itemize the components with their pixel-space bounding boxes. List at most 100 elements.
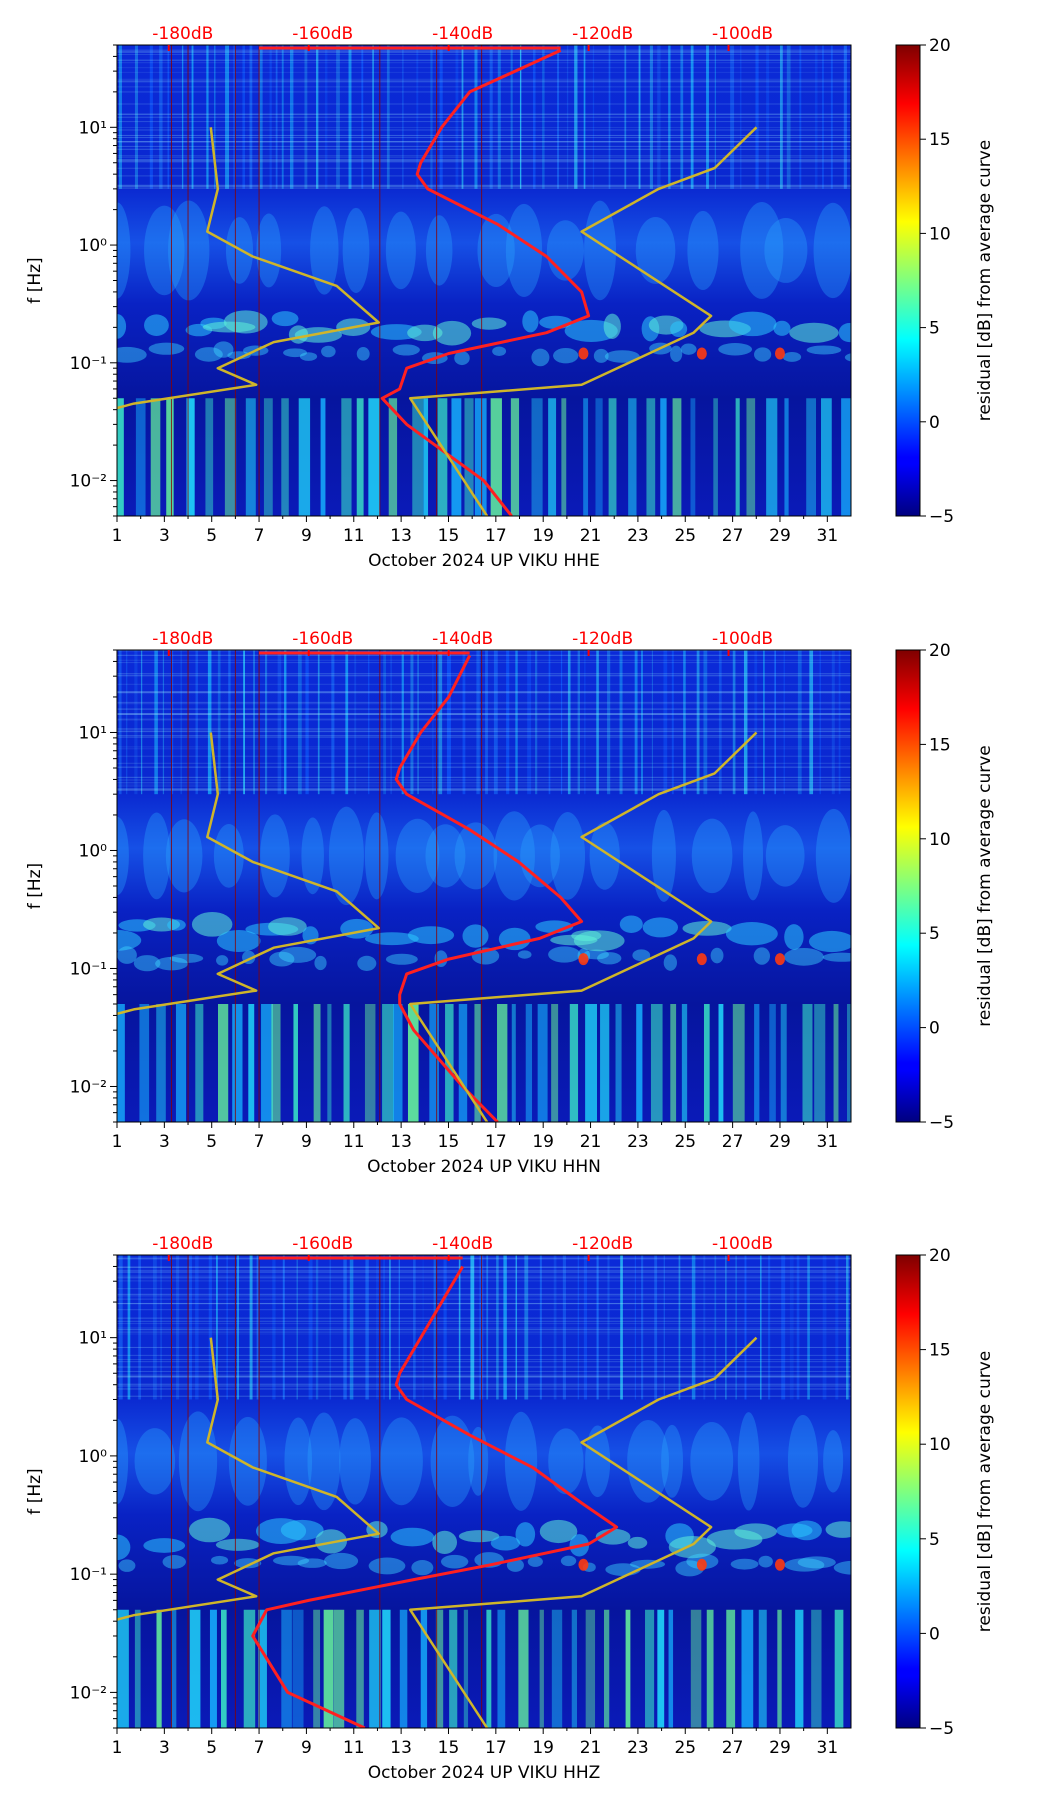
swoosh <box>395 818 440 893</box>
top-tick-label: -160dB <box>292 629 353 649</box>
microseism-patch <box>357 955 377 971</box>
colorbar-tick-label: 0 <box>929 1019 940 1039</box>
hf-line <box>117 1395 851 1397</box>
hf-streak <box>304 45 308 189</box>
lf-bar <box>134 1609 141 1728</box>
microseism-patch <box>324 1552 359 1570</box>
hf-streak <box>159 45 163 189</box>
lf-bar <box>356 1609 364 1728</box>
hf-line <box>117 748 851 750</box>
lf-bar <box>713 398 718 516</box>
x-tick-label: 27 <box>722 526 744 546</box>
x-tick-label: 5 <box>206 1738 217 1758</box>
hf-streak <box>510 45 513 189</box>
lf-bar <box>171 1609 177 1728</box>
hf-streak <box>696 650 700 795</box>
hot-spot <box>578 347 589 360</box>
microseism-patch <box>725 922 778 946</box>
lf-bar <box>189 1609 201 1728</box>
hf-streak <box>253 650 255 795</box>
x-axis-label: October 2024 UP VIKU HHZ <box>368 1763 601 1783</box>
hf-streak <box>489 45 493 189</box>
lf-bar <box>474 398 487 516</box>
hf-line <box>117 1298 851 1300</box>
hf-line <box>117 1288 851 1290</box>
swoosh <box>425 824 466 888</box>
hf-streak <box>401 650 404 795</box>
microseism-patch <box>808 930 851 953</box>
lf-bar <box>449 1609 458 1728</box>
hf-streak <box>134 650 138 795</box>
hf-streak <box>641 650 643 795</box>
hf-streak <box>134 45 138 189</box>
x-tick-label: 19 <box>532 526 554 546</box>
lf-bar <box>780 1004 787 1122</box>
lf-bar <box>281 1609 292 1728</box>
hf-line <box>117 52 851 54</box>
microseism-patch <box>118 1559 136 1572</box>
hf-line <box>117 54 851 56</box>
lf-bar <box>703 1004 710 1122</box>
lf-bar <box>650 1004 663 1122</box>
hf-streak <box>846 1255 849 1400</box>
lf-bar <box>292 1609 304 1728</box>
lf-bar <box>195 1004 204 1122</box>
hf-streak <box>657 45 661 189</box>
microseism-patch <box>458 1530 500 1543</box>
lf-bar <box>224 398 237 516</box>
microseism-patch <box>223 310 268 334</box>
hf-streak <box>430 45 433 189</box>
colorbar-label: residual [dB] from average curve <box>975 1351 995 1632</box>
hf-streak <box>226 1255 228 1400</box>
hf-streak <box>539 1255 542 1400</box>
hf-line <box>117 766 851 768</box>
hf-line <box>117 1271 851 1273</box>
microseism-patch <box>734 1523 777 1540</box>
swoosh <box>589 822 620 890</box>
x-tick-label: 11 <box>343 526 365 546</box>
microseism-patch <box>234 1558 262 1569</box>
lf-bar <box>814 1004 826 1122</box>
x-tick-label: 13 <box>390 1738 412 1758</box>
x-tick-label: 7 <box>254 1132 265 1152</box>
lf-bar <box>595 398 603 516</box>
top-tick-label: -140dB <box>432 1234 493 1254</box>
hf-streak <box>343 1255 347 1400</box>
hf-line <box>117 155 851 157</box>
hf-line <box>117 1302 851 1304</box>
hf-line <box>117 1309 851 1311</box>
lf-bar <box>806 398 817 516</box>
hf-line <box>117 673 851 675</box>
hf-streak <box>154 650 158 795</box>
microseism-patch <box>364 932 419 946</box>
lf-bar <box>766 398 778 516</box>
hf-streak <box>714 1255 717 1400</box>
y-tick-label: 10¹ <box>79 1329 107 1349</box>
hf-line <box>117 731 851 733</box>
hf-streak <box>583 1255 588 1400</box>
hf-streak <box>718 650 722 795</box>
lf-bar <box>399 1609 408 1728</box>
hf-streak <box>383 650 387 795</box>
swoosh <box>691 818 733 894</box>
hf-line <box>117 1280 851 1282</box>
microseism-patch <box>573 930 625 952</box>
hf-line <box>117 701 851 703</box>
lf-bar <box>834 1609 844 1728</box>
hf-streak <box>548 650 551 795</box>
x-tick-label: 7 <box>254 1738 265 1758</box>
hf-streak <box>160 1255 162 1400</box>
hf-streak <box>703 1255 706 1400</box>
microseism-patch <box>454 351 470 366</box>
hot-spot <box>578 953 589 966</box>
microseism-patch <box>522 310 539 333</box>
hf-streak <box>345 650 349 795</box>
hf-line <box>117 650 851 652</box>
top-tick-label: -120dB <box>572 24 633 44</box>
hf-line <box>117 1370 851 1372</box>
hf-streak <box>284 650 287 795</box>
hf-streak <box>779 45 783 189</box>
hf-streak <box>316 45 319 189</box>
